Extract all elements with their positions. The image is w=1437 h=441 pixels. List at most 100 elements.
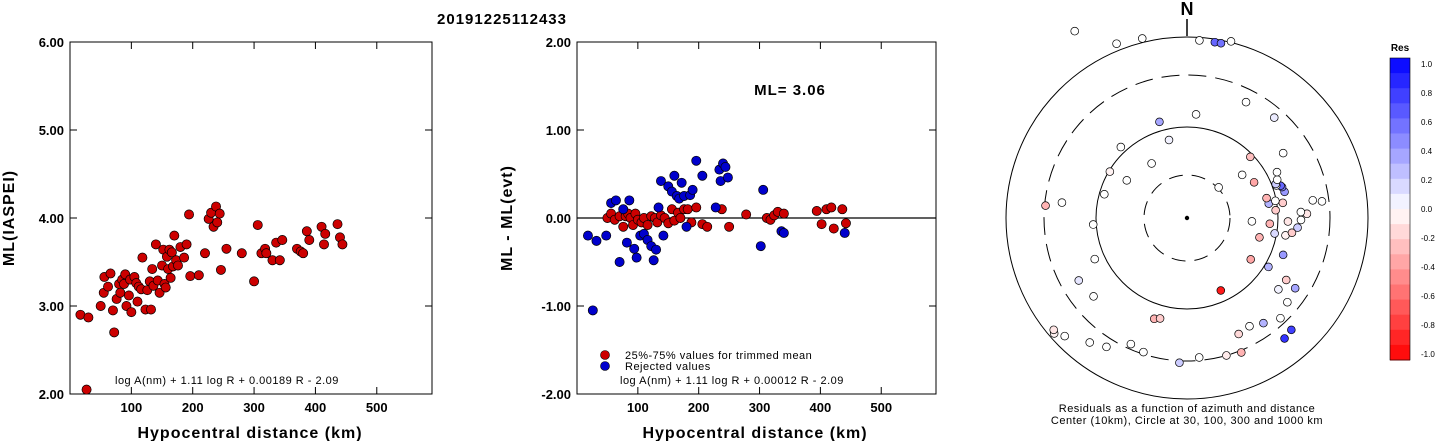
station-marker — [1262, 193, 1271, 203]
station-marker — [1214, 183, 1223, 192]
data-point — [651, 244, 662, 255]
station-marker — [1112, 39, 1121, 48]
colorbar-cell — [1390, 58, 1410, 74]
colorbar-cell — [1390, 239, 1410, 255]
colorbar-cell — [1390, 269, 1410, 285]
station-marker — [1272, 175, 1282, 184]
colorbar-frame — [1389, 57, 1411, 361]
data-point — [95, 301, 106, 311]
data-point — [621, 237, 632, 248]
station-marker — [1237, 170, 1247, 180]
data-point — [682, 204, 693, 215]
data-point — [221, 243, 232, 254]
data-point — [185, 271, 196, 282]
legend-marker-rejected — [600, 361, 610, 371]
data-point — [319, 239, 329, 250]
station-marker — [1139, 347, 1148, 357]
data-point — [587, 305, 598, 316]
y-tick-label: -1.00 — [541, 299, 571, 314]
data-point — [165, 272, 176, 283]
data-point — [103, 281, 113, 292]
colorbar-cell — [1390, 73, 1410, 89]
data-point — [656, 176, 666, 186]
station-marker — [1070, 26, 1079, 36]
station-marker — [1293, 223, 1302, 232]
station-marker — [1089, 292, 1098, 301]
data-point — [274, 255, 285, 266]
y-tick-label: 4.00 — [39, 211, 64, 226]
station-marker — [1195, 36, 1204, 45]
station-marker — [1085, 338, 1094, 347]
data-point — [252, 220, 263, 230]
magnitude-vs-distance-panel: 2.00 3.00 4.00 5.00 6.00 100 200 300 400 500 log … — [1, 35, 433, 441]
data-point — [277, 235, 288, 245]
data-point — [648, 255, 659, 266]
data-point — [169, 230, 180, 241]
data-point — [173, 260, 183, 271]
data-point — [115, 287, 126, 298]
station-marker — [1317, 197, 1327, 206]
station-marker — [1041, 201, 1050, 210]
x-tick-label: 200 — [688, 400, 710, 415]
colorbar-label: -0.2 — [1421, 234, 1435, 243]
data-point — [132, 296, 143, 307]
data-point — [81, 384, 92, 395]
data-point — [702, 221, 713, 232]
station-marker — [1247, 217, 1257, 226]
x-tick-label: 100 — [121, 400, 143, 415]
data-point — [236, 248, 247, 259]
data-point — [105, 268, 116, 279]
colorbar-cells — [1390, 58, 1410, 361]
x-tick-label: 200 — [182, 400, 204, 415]
colorbar-label: 0.4 — [1421, 147, 1433, 156]
station-marker — [1175, 358, 1184, 368]
station-marker — [1126, 339, 1136, 349]
station-marker — [1102, 342, 1111, 352]
colorbar-cell — [1390, 299, 1410, 316]
colorbar-cell — [1390, 103, 1410, 119]
data-point — [298, 248, 309, 259]
station-marker — [1245, 322, 1254, 331]
data-point — [624, 195, 635, 206]
center-marker — [1184, 215, 1190, 221]
colorbar-cell — [1390, 209, 1410, 225]
data-point — [691, 202, 702, 213]
colorbar-label: 1.0 — [1421, 60, 1433, 69]
station-marker — [1296, 207, 1306, 217]
ml-annotation: ML= 3.06 — [754, 82, 826, 99]
data-points — [75, 201, 348, 395]
x-tick-label: 400 — [810, 400, 832, 415]
data-point — [591, 235, 602, 246]
x-axis-label: Hypocentral distance (km) — [642, 425, 867, 441]
data-point — [200, 248, 210, 259]
station-marker — [1271, 196, 1280, 206]
x-tick-label: 500 — [870, 400, 892, 415]
data-point — [840, 218, 851, 229]
colorbar-labels: 1.0 0.8 0.6 0.4 0.2 0.0 -0.2 -0.4 -0.6 -0.8 -1.0 — [1421, 60, 1435, 359]
data-point — [837, 204, 848, 215]
data-point — [697, 170, 708, 181]
data-point — [212, 217, 223, 228]
station-marker — [1283, 217, 1293, 226]
station-marker — [1222, 351, 1231, 360]
data-point — [722, 172, 733, 183]
data-point — [618, 221, 629, 232]
station-marker — [1164, 135, 1174, 145]
station-marker — [1274, 285, 1283, 294]
data-point — [179, 252, 190, 263]
station-marker — [1137, 34, 1147, 43]
station-marker — [1281, 275, 1291, 285]
station-marker — [1194, 353, 1204, 362]
plot-frame — [69, 41, 433, 395]
x-tick-label: 400 — [305, 400, 327, 415]
station-marker — [1216, 39, 1226, 48]
station-marker — [1287, 325, 1296, 335]
station-marker — [1249, 178, 1259, 187]
x-tick-label: 300 — [243, 400, 265, 415]
y-tick-label: 2.00 — [39, 387, 64, 402]
legend-label-trimmed: 25%-75% values for trimmed mean — [625, 350, 812, 362]
data-point — [811, 206, 822, 216]
station-marker — [1237, 348, 1246, 357]
azimuth-residual-map: N Residuals as a function of azimuth and… — [1005, 0, 1369, 427]
